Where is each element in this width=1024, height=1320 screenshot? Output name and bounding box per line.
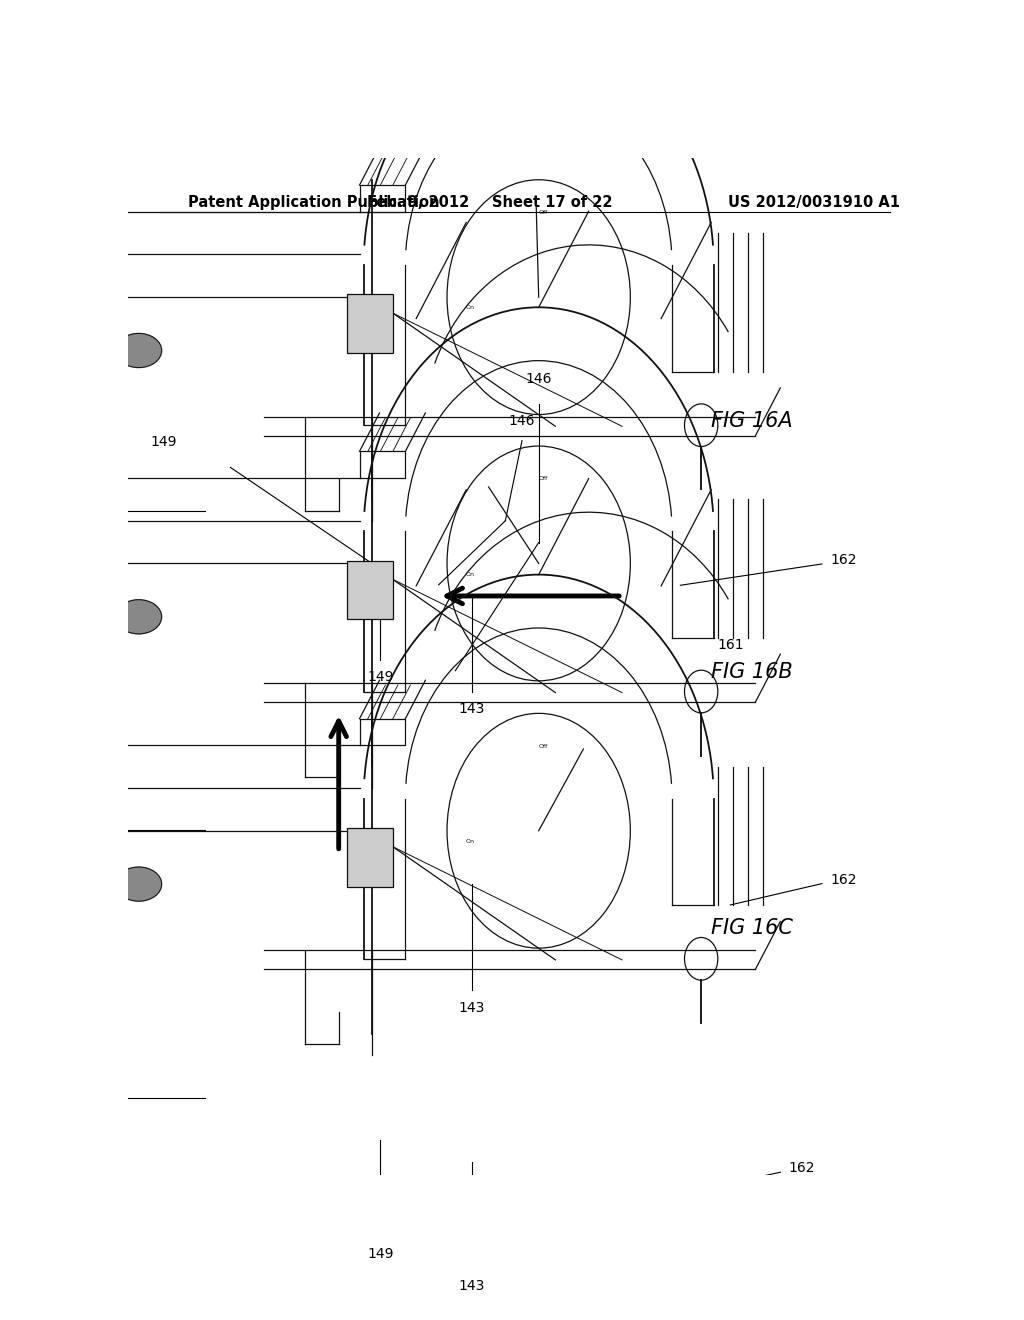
Text: 162: 162: [830, 873, 857, 887]
Text: On: On: [466, 572, 474, 577]
Bar: [347, 828, 393, 887]
Text: 149: 149: [368, 671, 393, 684]
Text: FIG 16B: FIG 16B: [712, 661, 793, 681]
Text: 162: 162: [788, 1162, 815, 1175]
Text: Off: Off: [539, 743, 548, 748]
Ellipse shape: [116, 867, 162, 902]
Text: 143: 143: [459, 1279, 485, 1292]
Text: Patent Application Publication: Patent Application Publication: [187, 195, 439, 210]
Text: Sheet 17 of 22: Sheet 17 of 22: [493, 195, 612, 210]
Text: 149: 149: [151, 436, 177, 449]
Text: Off: Off: [539, 210, 548, 215]
Text: Off: Off: [539, 477, 548, 482]
Bar: [347, 294, 393, 354]
Text: 146: 146: [509, 413, 536, 428]
Text: Feb. 9, 2012: Feb. 9, 2012: [367, 195, 469, 210]
Ellipse shape: [116, 599, 162, 634]
Text: FIG 16A: FIG 16A: [712, 411, 793, 430]
Text: 162: 162: [830, 553, 857, 568]
Text: US 2012/0031910 A1: US 2012/0031910 A1: [728, 195, 900, 210]
Text: On: On: [466, 305, 474, 310]
Text: 143: 143: [459, 702, 485, 717]
Text: On: On: [466, 840, 474, 843]
Text: FIG 16C: FIG 16C: [712, 917, 794, 937]
Ellipse shape: [116, 334, 162, 367]
Bar: [347, 561, 393, 619]
Text: 146: 146: [525, 371, 552, 385]
Text: 143: 143: [459, 1001, 485, 1015]
Text: 161: 161: [717, 639, 743, 652]
Text: 149: 149: [368, 1246, 393, 1261]
